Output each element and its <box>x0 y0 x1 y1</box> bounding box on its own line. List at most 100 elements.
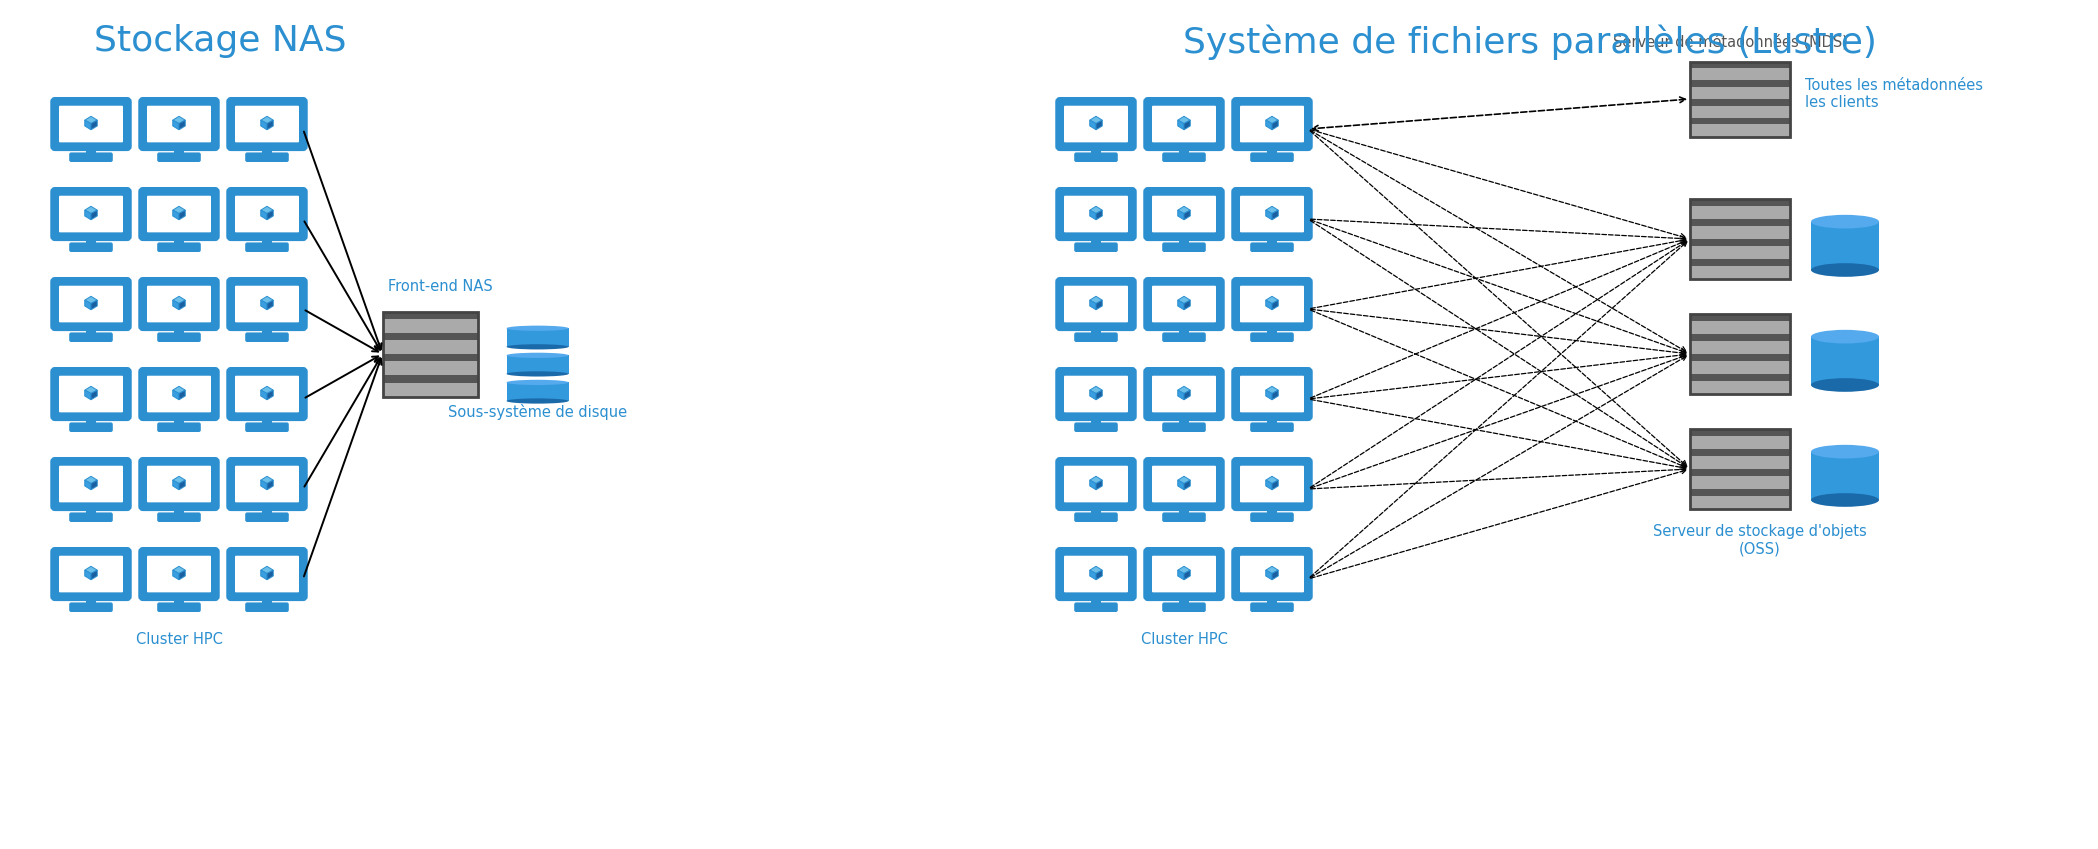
FancyBboxPatch shape <box>1234 548 1311 599</box>
FancyBboxPatch shape <box>1152 466 1217 503</box>
Polygon shape <box>1265 116 1278 124</box>
FancyBboxPatch shape <box>59 286 124 323</box>
FancyBboxPatch shape <box>245 333 290 342</box>
FancyBboxPatch shape <box>245 603 290 612</box>
FancyBboxPatch shape <box>59 556 124 593</box>
FancyBboxPatch shape <box>147 196 212 233</box>
Polygon shape <box>1265 211 1271 220</box>
Polygon shape <box>1265 120 1271 130</box>
Polygon shape <box>1265 566 1278 574</box>
FancyBboxPatch shape <box>1074 603 1118 612</box>
FancyBboxPatch shape <box>1250 243 1294 252</box>
FancyBboxPatch shape <box>52 548 130 599</box>
FancyBboxPatch shape <box>1152 196 1217 233</box>
Polygon shape <box>260 386 273 394</box>
Bar <box>1691 219 1790 226</box>
Polygon shape <box>84 296 97 304</box>
FancyBboxPatch shape <box>229 458 306 509</box>
FancyBboxPatch shape <box>59 196 124 233</box>
Polygon shape <box>266 481 273 490</box>
Bar <box>1691 266 1790 279</box>
Polygon shape <box>1265 386 1278 394</box>
FancyBboxPatch shape <box>235 556 300 593</box>
Bar <box>1691 81 1790 87</box>
Bar <box>1091 326 1101 334</box>
Polygon shape <box>1089 120 1095 130</box>
Polygon shape <box>1177 571 1183 580</box>
Bar <box>1691 496 1790 509</box>
Polygon shape <box>266 571 273 580</box>
FancyBboxPatch shape <box>69 333 113 342</box>
FancyBboxPatch shape <box>157 243 201 252</box>
FancyBboxPatch shape <box>1250 153 1294 162</box>
FancyBboxPatch shape <box>1250 333 1294 342</box>
Polygon shape <box>172 566 185 574</box>
FancyBboxPatch shape <box>245 243 290 252</box>
FancyBboxPatch shape <box>1064 106 1129 143</box>
Bar <box>1691 99 1790 105</box>
FancyBboxPatch shape <box>1162 603 1206 612</box>
Polygon shape <box>266 211 273 220</box>
FancyBboxPatch shape <box>1162 243 1206 252</box>
Polygon shape <box>1089 206 1101 214</box>
Bar <box>1179 146 1190 154</box>
Polygon shape <box>1095 481 1101 490</box>
FancyBboxPatch shape <box>157 513 201 522</box>
FancyBboxPatch shape <box>1064 466 1129 503</box>
Bar <box>1267 146 1278 154</box>
FancyBboxPatch shape <box>69 243 113 252</box>
FancyBboxPatch shape <box>1234 188 1311 239</box>
Bar <box>86 506 97 514</box>
Polygon shape <box>172 476 185 484</box>
FancyBboxPatch shape <box>52 188 130 239</box>
FancyBboxPatch shape <box>147 556 212 593</box>
Text: Serveur de métadonnées (MDS): Serveur de métadonnées (MDS) <box>1613 34 1848 49</box>
Polygon shape <box>1271 211 1278 220</box>
FancyBboxPatch shape <box>147 466 212 503</box>
FancyBboxPatch shape <box>1152 556 1217 593</box>
Polygon shape <box>178 301 185 310</box>
FancyBboxPatch shape <box>1152 376 1217 413</box>
Polygon shape <box>172 571 178 580</box>
FancyBboxPatch shape <box>1162 153 1206 162</box>
FancyBboxPatch shape <box>1240 196 1305 233</box>
FancyBboxPatch shape <box>1250 603 1294 612</box>
FancyBboxPatch shape <box>141 98 218 149</box>
Bar <box>1267 506 1278 514</box>
Polygon shape <box>1183 391 1190 400</box>
Polygon shape <box>172 481 178 490</box>
Polygon shape <box>172 296 185 304</box>
Ellipse shape <box>1811 263 1880 277</box>
FancyBboxPatch shape <box>52 98 130 149</box>
Polygon shape <box>84 301 90 310</box>
FancyBboxPatch shape <box>229 278 306 329</box>
Polygon shape <box>172 116 185 124</box>
Bar <box>1691 246 1790 259</box>
Ellipse shape <box>506 398 569 403</box>
Bar <box>86 596 97 604</box>
Ellipse shape <box>506 371 569 377</box>
Text: Front-end NAS: Front-end NAS <box>388 278 493 294</box>
FancyBboxPatch shape <box>69 603 113 612</box>
Bar <box>382 375 478 383</box>
FancyBboxPatch shape <box>147 106 212 143</box>
FancyBboxPatch shape <box>1057 368 1135 419</box>
Polygon shape <box>172 386 185 394</box>
FancyBboxPatch shape <box>1146 458 1223 509</box>
Polygon shape <box>266 301 273 310</box>
FancyBboxPatch shape <box>1074 333 1118 342</box>
Polygon shape <box>1265 481 1271 490</box>
Bar <box>1267 326 1278 334</box>
Polygon shape <box>1089 301 1095 310</box>
Bar <box>1691 239 1790 246</box>
Bar <box>1091 146 1101 154</box>
FancyBboxPatch shape <box>52 368 130 419</box>
FancyBboxPatch shape <box>235 286 300 323</box>
Polygon shape <box>1183 481 1190 490</box>
Bar <box>1691 124 1790 137</box>
Bar <box>174 326 185 334</box>
FancyBboxPatch shape <box>59 106 124 143</box>
Polygon shape <box>1265 571 1271 580</box>
Bar <box>1691 105 1790 118</box>
FancyBboxPatch shape <box>141 188 218 239</box>
